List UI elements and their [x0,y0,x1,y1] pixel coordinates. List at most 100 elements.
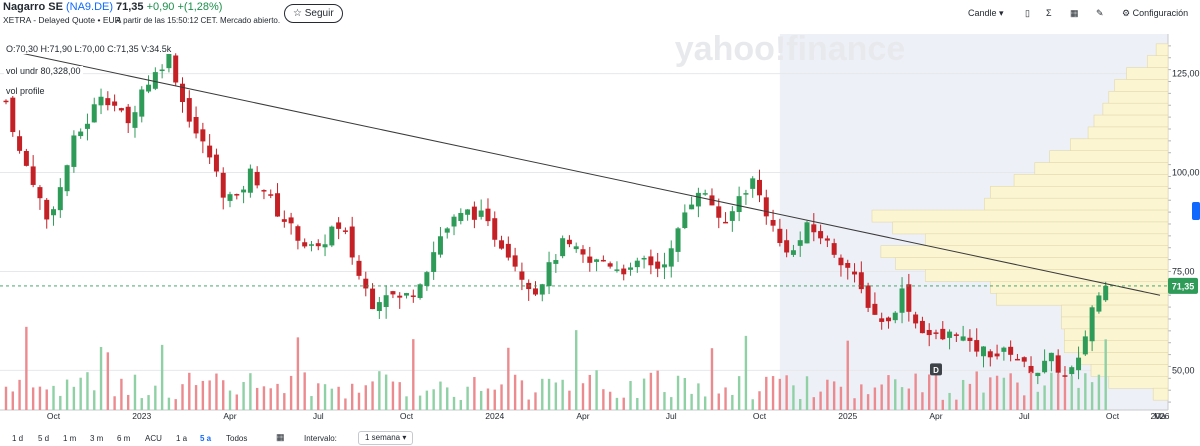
x-tick-label: 2024 [485,411,504,421]
range-1d[interactable]: 1 d [12,434,24,443]
settings-button[interactable]: ⚙ Configuración [1122,8,1188,19]
candle [234,194,240,196]
candle [166,51,172,69]
trend-line[interactable] [5,49,1161,296]
volume-bar [1077,387,1080,410]
chart-canvas[interactable]: yahoo!finance 50,00 75,00 100,00 125,00 Oct 20… [0,30,1200,424]
candle [37,187,43,199]
candle [91,104,97,123]
candle [852,271,858,275]
candle [281,219,287,222]
volume-bar [921,392,924,410]
draw-pencil-icon[interactable]: ✎ [1096,8,1104,18]
candle [716,206,722,218]
volume-bar [615,397,619,410]
volume-bar [703,396,707,410]
follow-button[interactable]: ☆ Seguir [284,4,343,23]
volume-bar [337,386,340,410]
volume-bar [1016,382,1019,410]
candle [566,239,572,245]
candle [118,108,124,111]
range-acu[interactable]: ACU [145,434,162,443]
candle [831,243,837,255]
candle [3,100,9,103]
dividend-marker[interactable] [929,363,942,376]
sigma-icon[interactable]: Σ [1046,8,1052,18]
volume-bar [378,371,381,410]
volume-bar [344,398,347,410]
candle [71,135,77,167]
candle [885,317,891,322]
volume-bar [785,375,788,410]
volume-bar [473,377,476,410]
candle [105,98,111,106]
interval-select[interactable]: 1 semana ▾ [358,431,414,445]
candle [397,295,403,298]
volume-bar [1029,371,1033,410]
candle [974,340,980,352]
candle [655,261,661,269]
ticker-symbol[interactable]: (NA9.DE) [65,1,114,13]
volume-bar [554,382,558,410]
range-todos[interactable]: Todos [226,434,248,443]
range-3m[interactable]: 3 m [90,434,104,443]
candle [913,314,919,324]
candle [797,240,803,246]
candle [804,222,810,244]
candle [492,218,498,240]
volume-bar [283,393,286,410]
candle [132,112,138,128]
exchange-source: XETRA - Delayed Quote • EUR [3,15,121,25]
range-1m[interactable]: 1 m [63,434,77,443]
volume-bar [452,396,456,410]
candle [1008,346,1014,355]
date-range-calendar-icon[interactable]: ▦ [276,432,285,442]
compare-icon[interactable]: ▯ [1025,8,1030,18]
candle [1076,357,1082,371]
candle [315,243,321,247]
volume-bar [405,396,408,410]
candle [899,288,905,313]
vol-undr-legend[interactable]: vol undr 80,328,00 [4,66,83,76]
volume-bar [602,389,605,410]
candle [431,252,437,272]
candle [329,226,335,246]
calendar-event-icon[interactable]: ▦ [1070,8,1079,18]
expand-panel-tab[interactable] [1192,202,1200,220]
volume-bar [479,390,483,410]
candle [465,209,471,215]
volume-bar [710,348,714,410]
candle [770,220,776,226]
candle [17,136,23,151]
volume-bar [154,385,157,410]
range-1a[interactable]: 1 a [176,434,188,443]
volume-bar [167,397,171,410]
volume-bar [310,396,313,410]
vol-profile-legend[interactable]: vol profile [4,86,47,96]
candle [404,293,410,296]
volume-bar [683,378,687,410]
candle [227,194,233,201]
volume-bar [86,372,89,410]
volume-bar [1036,391,1040,410]
candle [614,269,620,271]
candle [51,209,57,216]
range-5d[interactable]: 5 d [38,434,50,443]
settings-label: Configuración [1132,8,1189,18]
volume-bar [832,381,836,410]
volume-bar [880,384,883,410]
candle [308,244,314,246]
volume-bar [812,397,815,410]
candle [437,236,443,255]
price-chart[interactable]: yahoo!finance 50,00 75,00 100,00 125,00 Oct 20… [0,30,1200,424]
chart-type-dropdown[interactable]: Candle ▾ [968,8,1004,19]
range-6m[interactable]: 6 m [117,434,131,443]
volume-bar [642,378,646,410]
candle [112,101,118,106]
interval-value: 1 semana [365,433,401,442]
range-5a[interactable]: 5 a [200,434,212,443]
volume-bar [262,386,266,410]
candle [302,242,308,247]
volume-bar [948,392,951,410]
candle [539,284,545,295]
